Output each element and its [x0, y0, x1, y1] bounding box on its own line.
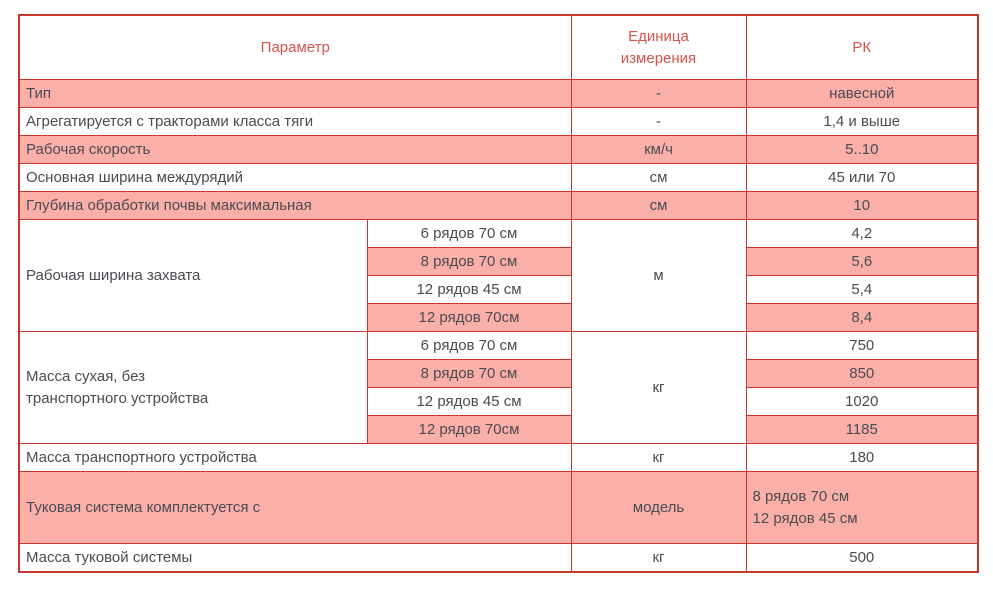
- config-cell: 6 рядов 70 см: [366, 331, 572, 360]
- specs-table: Параметр Единица измерения РК Тип - наве…: [18, 14, 979, 573]
- param-label: Масса туковой системы: [18, 543, 572, 573]
- row-inter-row-width: Основная ширина междурядий см 45 или 70: [18, 163, 979, 192]
- table-header-row: Параметр Единица измерения РК: [18, 14, 979, 80]
- param-label: Рабочая скорость: [18, 135, 572, 164]
- row-dry-mass-variant-4: 12 рядов 70см 1185: [19, 415, 979, 444]
- unit-cell: кг: [570, 331, 747, 444]
- param-label-line1: Масса сухая, без: [26, 367, 145, 385]
- config-cell: 12 рядов 70см: [366, 415, 572, 444]
- param-label: Масса транспортного устройства: [18, 443, 572, 472]
- value-cell: 10: [745, 191, 979, 220]
- value-cell: 750: [745, 331, 979, 360]
- row-working-width-variant-4: 12 рядов 70см 8,4: [19, 303, 979, 332]
- header-unit: Единица измерения: [570, 14, 747, 80]
- param-label: Рабочая ширина захвата: [18, 219, 368, 332]
- value-cell: 850: [745, 359, 979, 388]
- config-cell: 12 рядов 45 см: [366, 275, 572, 304]
- config-cell: 8 рядов 70 см: [366, 247, 572, 276]
- value-cell: 1,4 и выше: [745, 107, 979, 136]
- row-transport-mass: Масса транспортного устройства кг 180: [18, 443, 979, 472]
- unit-cell: кг: [570, 443, 747, 472]
- row-dry-mass-variant-3: 12 рядов 45 см 1020: [19, 387, 979, 416]
- value-cell: 5..10: [745, 135, 979, 164]
- config-cell: 8 рядов 70 см: [366, 359, 572, 388]
- row-aggregation: Агрегатируется с тракторами класса тяги …: [18, 107, 979, 136]
- row-working-speed: Рабочая скорость км/ч 5..10: [18, 135, 979, 164]
- value-cell: 8 рядов 70 см 12 рядов 45 см: [745, 471, 979, 544]
- config-cell: 6 рядов 70 см: [366, 219, 572, 248]
- unit-cell: см: [570, 163, 747, 192]
- param-label: Основная ширина междурядий: [18, 163, 572, 192]
- unit-cell: кг: [570, 543, 747, 573]
- row-working-width-variant-2: 8 рядов 70 см 5,6: [19, 247, 979, 276]
- value-cell: 500: [745, 543, 979, 573]
- unit-cell: -: [570, 79, 747, 108]
- value-cell: 45 или 70: [745, 163, 979, 192]
- value-cell: 180: [745, 443, 979, 472]
- value-line1: 8 рядов 70 см: [752, 487, 850, 505]
- unit-cell: м: [570, 219, 747, 332]
- unit-cell: см: [570, 191, 747, 220]
- header-param: Параметр: [18, 14, 572, 80]
- row-type: Тип - навесной: [18, 79, 979, 108]
- header-rk: РК: [745, 14, 979, 80]
- value-cell: 4,2: [745, 219, 979, 248]
- value-cell: навесной: [745, 79, 979, 108]
- header-unit-line1: Единица: [628, 27, 689, 45]
- header-unit-line2: измерения: [620, 49, 697, 67]
- param-label: Агрегатируется с тракторами класса тяги: [18, 107, 572, 136]
- value-cell: 1185: [745, 415, 979, 444]
- unit-cell: модель: [570, 471, 747, 544]
- row-dry-mass-variant-2: 8 рядов 70 см 850: [19, 359, 979, 388]
- param-label: Туковая система комплектуется с: [18, 471, 572, 544]
- param-label: Масса сухая, без транспортного устройств…: [18, 331, 368, 444]
- value-cell: 1020: [745, 387, 979, 416]
- param-label: Тип: [18, 79, 572, 108]
- config-cell: 12 рядов 45 см: [366, 387, 572, 416]
- param-label: Глубина обработки почвы максимальная: [18, 191, 572, 220]
- value-cell: 8,4: [745, 303, 979, 332]
- row-fertilizer-mass: Масса туковой системы кг 500: [18, 543, 979, 573]
- row-tillage-depth: Глубина обработки почвы максимальная см …: [18, 191, 979, 220]
- param-label-line2: транспортного устройства: [26, 389, 209, 407]
- value-cell: 5,4: [745, 275, 979, 304]
- value-cell: 5,6: [745, 247, 979, 276]
- config-cell: 12 рядов 70см: [366, 303, 572, 332]
- unit-cell: -: [570, 107, 747, 136]
- row-fertilizer-system: Туковая система комплектуется с модель 8…: [18, 471, 979, 544]
- unit-cell: км/ч: [570, 135, 747, 164]
- row-dry-mass-variant-1: Масса сухая, без транспортного устройств…: [18, 331, 979, 444]
- row-working-width-variant-1: Рабочая ширина захвата 6 рядов 70 см м 4…: [18, 219, 979, 332]
- value-line2: 12 рядов 45 см: [752, 509, 858, 527]
